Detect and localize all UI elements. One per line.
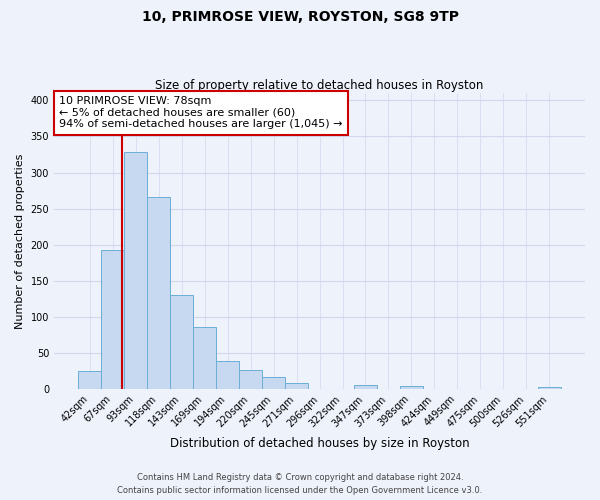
Bar [216, 362, 239, 389]
Bar [262, 376, 285, 389]
Bar [538, 388, 561, 389]
Bar [400, 386, 423, 389]
Bar [239, 370, 262, 389]
Bar [78, 371, 101, 389]
Text: 10 PRIMROSE VIEW: 78sqm
← 5% of detached houses are smaller (60)
94% of semi-det: 10 PRIMROSE VIEW: 78sqm ← 5% of detached… [59, 96, 343, 130]
Bar [354, 386, 377, 389]
Bar [193, 327, 216, 389]
Bar [124, 152, 147, 389]
Y-axis label: Number of detached properties: Number of detached properties [15, 154, 25, 328]
Text: Contains HM Land Registry data © Crown copyright and database right 2024.
Contai: Contains HM Land Registry data © Crown c… [118, 473, 482, 495]
X-axis label: Distribution of detached houses by size in Royston: Distribution of detached houses by size … [170, 437, 469, 450]
Bar [285, 383, 308, 389]
Bar [101, 250, 124, 389]
Title: Size of property relative to detached houses in Royston: Size of property relative to detached ho… [155, 79, 484, 92]
Bar [170, 295, 193, 389]
Text: 10, PRIMROSE VIEW, ROYSTON, SG8 9TP: 10, PRIMROSE VIEW, ROYSTON, SG8 9TP [142, 10, 458, 24]
Bar [147, 197, 170, 389]
